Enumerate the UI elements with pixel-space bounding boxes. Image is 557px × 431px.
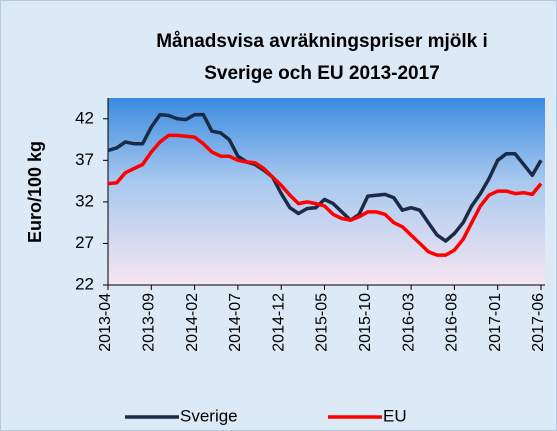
legend-label: EU bbox=[383, 406, 407, 425]
x-tick-label: 2015-10 bbox=[357, 293, 374, 352]
x-tick-label: 2013-09 bbox=[141, 293, 158, 352]
line-series bbox=[107, 112, 543, 243]
y-tick-label: 37 bbox=[75, 150, 94, 169]
x-tick-label: 2016-03 bbox=[400, 293, 417, 352]
y-tick-label: 27 bbox=[75, 233, 94, 252]
x-tick-label: 2015-05 bbox=[314, 293, 331, 352]
y-tick-label: 32 bbox=[75, 191, 94, 210]
x-tick-label: 2014-02 bbox=[184, 293, 201, 352]
x-tick-label: 2017-06 bbox=[530, 293, 547, 352]
chart-title: Sverige och EU 2013-2017 bbox=[204, 63, 440, 84]
y-tick-label: 42 bbox=[75, 108, 94, 127]
chart-title: Månadsvisa avräkningspriser mjölk i bbox=[156, 31, 488, 52]
legend-label: Sverige bbox=[180, 406, 238, 425]
x-tick-label: 2017-01 bbox=[487, 293, 504, 352]
x-tick-label: 2016-08 bbox=[444, 293, 461, 352]
line-series bbox=[107, 133, 543, 257]
x-tick-label: 2013-04 bbox=[97, 293, 114, 352]
x-tick-label: 2014-07 bbox=[227, 293, 244, 352]
plot-area bbox=[108, 98, 545, 285]
y-axis-label: Euro/100 kg bbox=[25, 141, 45, 243]
y-tick-label: 22 bbox=[75, 274, 94, 293]
x-tick-label: 2014-12 bbox=[270, 293, 287, 352]
